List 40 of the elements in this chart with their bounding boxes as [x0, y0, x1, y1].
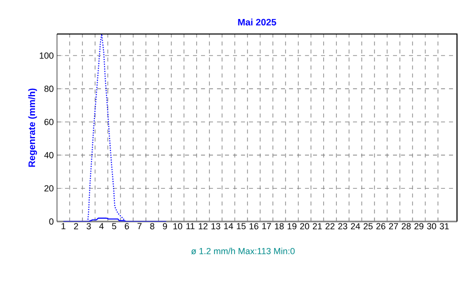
x-tick-label: 28 — [402, 223, 411, 230]
y-tick-label: 60 — [44, 118, 54, 126]
chart-title: Mai 2025 — [238, 18, 276, 26]
x-tick-label: 7 — [138, 223, 142, 230]
x-tick-label: 21 — [312, 223, 322, 230]
x-tick-label: 14 — [224, 223, 234, 230]
x-tick-label: 30 — [427, 223, 436, 230]
x-tick-label: 19 — [288, 223, 296, 230]
x-tick-label: 10 — [173, 223, 182, 230]
x-tick-label: 5 — [112, 223, 116, 230]
x-tick-label: 24 — [350, 223, 360, 230]
x-tick-label: 17 — [262, 223, 271, 230]
y-tick-label: 100 — [40, 52, 54, 59]
x-tick-label: 23 — [338, 223, 348, 230]
x-tick-label: 11 — [186, 223, 194, 230]
x-tick-label: 20 — [300, 223, 310, 230]
x-tick-label: 15 — [236, 223, 246, 230]
x-tick-label: 2 — [74, 223, 78, 230]
x-tick-label: 8 — [150, 223, 154, 230]
x-tick-label: 25 — [364, 223, 373, 230]
x-tick-label: 22 — [326, 223, 334, 230]
x-tick-label: 9 — [162, 223, 167, 230]
x-tick-label: 26 — [376, 223, 386, 230]
x-tick-label: 3 — [86, 223, 91, 230]
x-tick-label: 18 — [275, 223, 284, 230]
x-tick-label: 31 — [440, 223, 449, 230]
text: ø 1.2 mm/h Max:113 Min:0 — [191, 248, 295, 254]
y-tick-label: 80 — [44, 86, 54, 92]
x-tick-label: 1 — [62, 223, 66, 230]
x-tick-label: 12 — [198, 223, 208, 230]
y-axis-title: Regenrate (mm/h) — [28, 88, 37, 167]
x-tick-label: 6 — [124, 223, 129, 230]
x-tick-label: 16 — [250, 223, 258, 230]
y-tick-label: 40 — [44, 152, 54, 158]
x-tick-label: 13 — [212, 223, 220, 230]
x-tick-label: 29 — [414, 223, 424, 230]
x-tick-label: 4 — [99, 223, 104, 230]
y-tick-label: 0 — [49, 218, 54, 225]
y-tick-label: 20 — [44, 185, 54, 192]
x-tick-label: 27 — [389, 223, 398, 230]
